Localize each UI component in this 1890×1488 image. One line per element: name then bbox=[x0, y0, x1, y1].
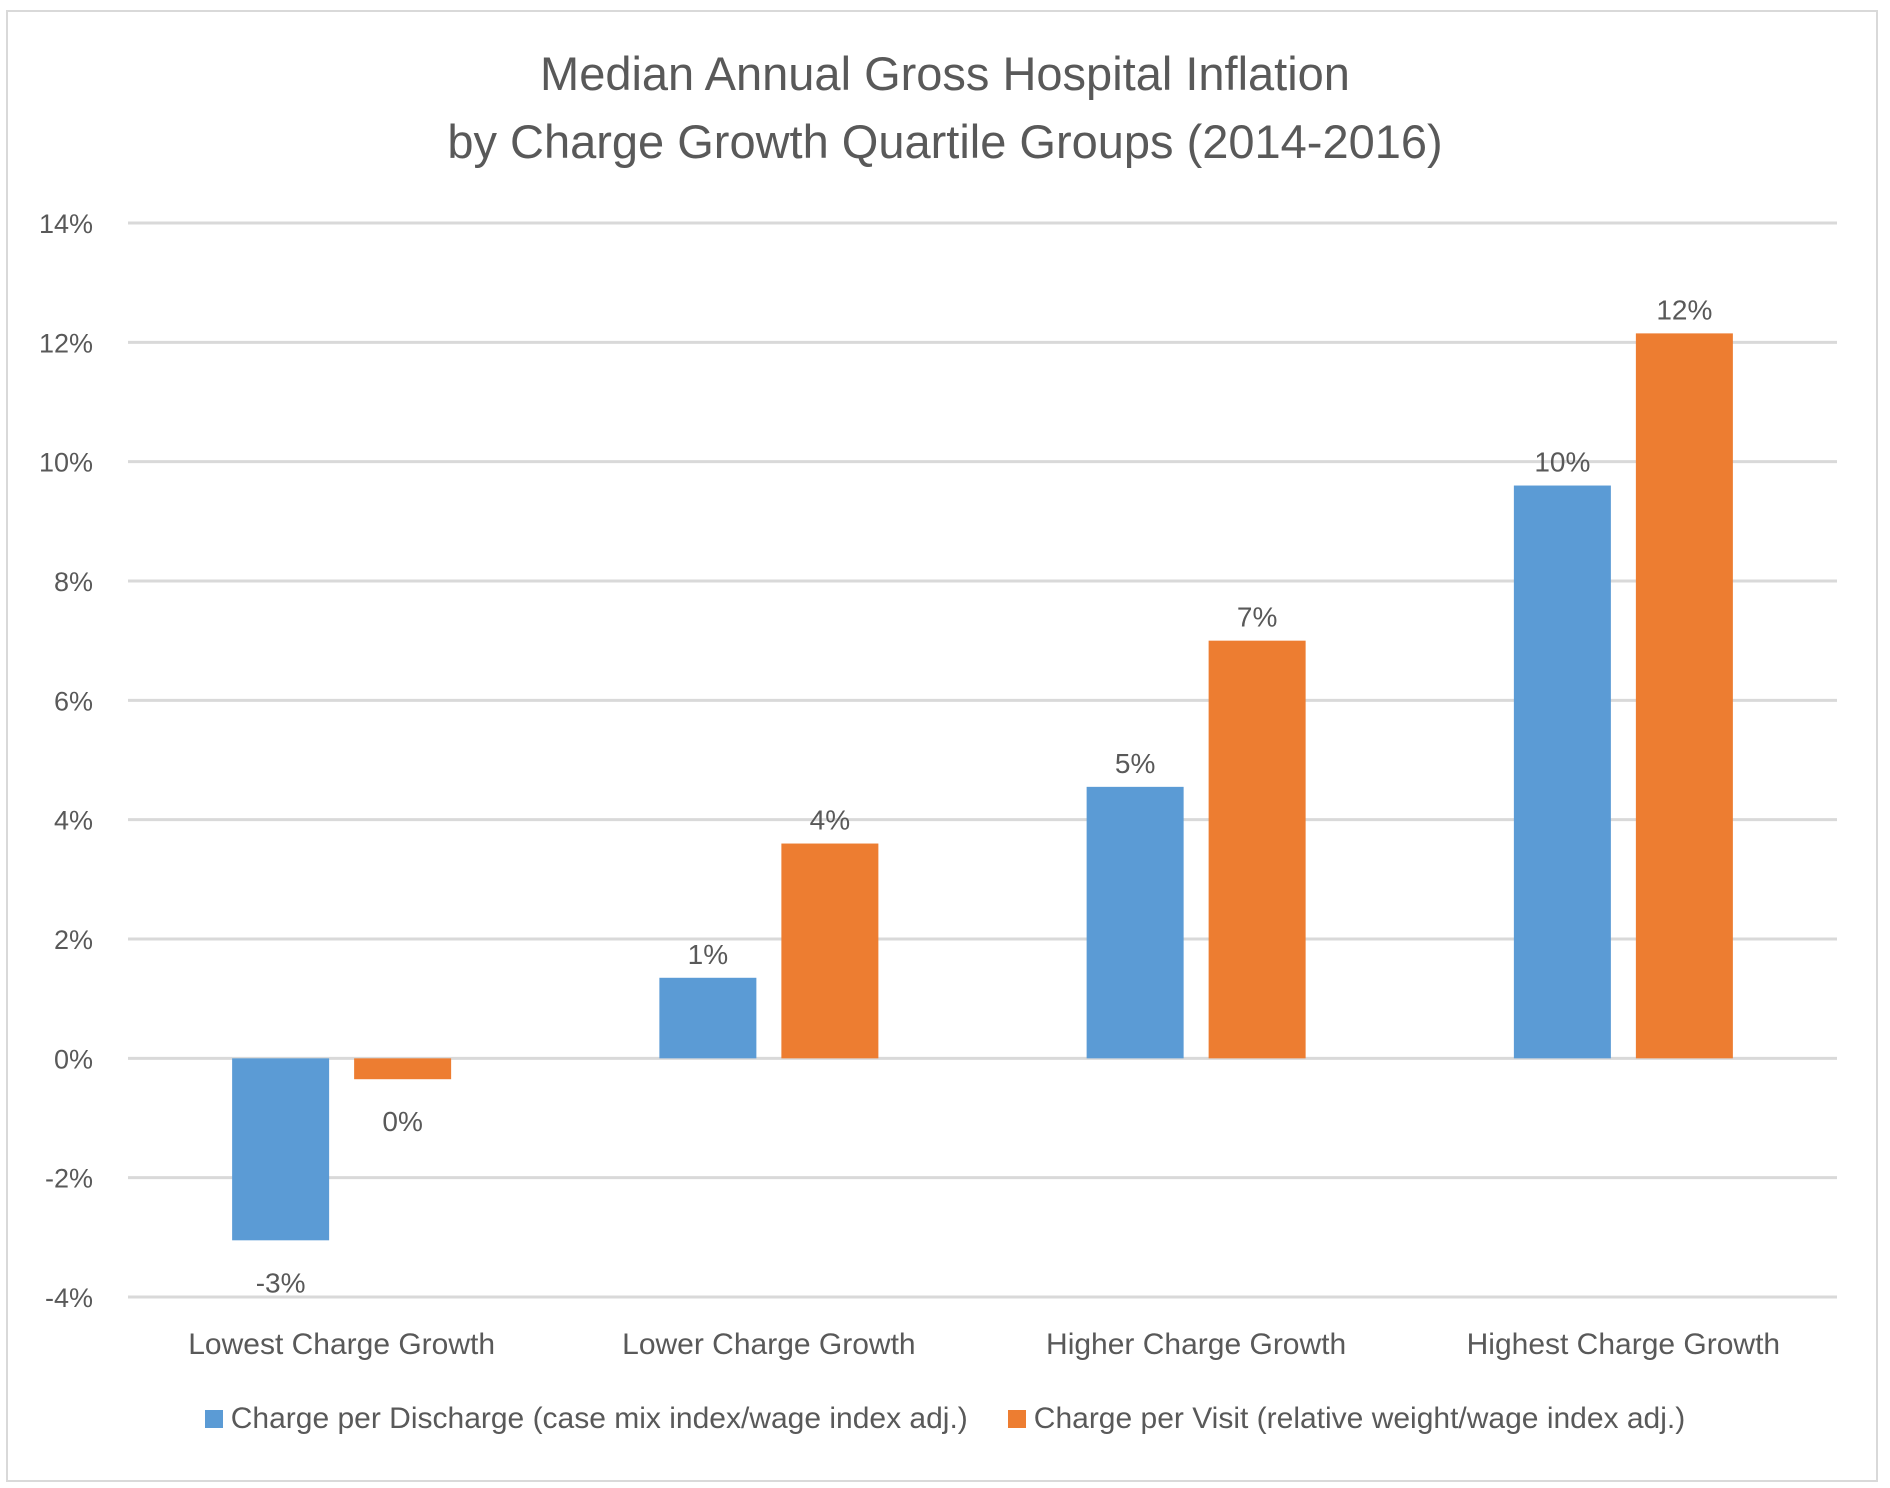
bar-discharge bbox=[232, 1058, 330, 1241]
y-tick-label: 0% bbox=[54, 1044, 93, 1074]
y-tick-label: 12% bbox=[39, 328, 93, 358]
x-tick-label: Lowest Charge Growth bbox=[188, 1328, 495, 1361]
legend-swatch-visit bbox=[1007, 1410, 1026, 1428]
bar-discharge bbox=[1513, 485, 1611, 1059]
chart-frame bbox=[6, 10, 1878, 1482]
x-tick-label: Higher Charge Growth bbox=[1046, 1328, 1346, 1361]
y-tick-label: 10% bbox=[39, 448, 93, 478]
y-tick-label: 14% bbox=[39, 209, 93, 239]
chart-title-line-2: by Charge Growth Quartile Groups (2014-2… bbox=[447, 115, 1443, 168]
data-label: 10% bbox=[1534, 447, 1590, 478]
data-label: 7% bbox=[1237, 602, 1277, 633]
legend-item-discharge: Charge per Discharge (case mix index/wag… bbox=[204, 1402, 968, 1436]
data-label: 1% bbox=[688, 939, 728, 970]
legend-label-discharge: Charge per Discharge (case mix index/wag… bbox=[230, 1402, 968, 1435]
legend-label-visit: Charge per Visit (relative weight/wage i… bbox=[1033, 1402, 1686, 1435]
y-tick-label: 4% bbox=[54, 806, 93, 836]
bar-visit bbox=[1635, 333, 1733, 1059]
data-label: 5% bbox=[1115, 748, 1155, 779]
bar-visit bbox=[1208, 640, 1306, 1059]
data-label: 0% bbox=[382, 1106, 422, 1137]
legend: Charge per Discharge (case mix index/wag… bbox=[0, 1402, 1890, 1436]
legend-swatch-discharge bbox=[204, 1410, 223, 1428]
data-label: 4% bbox=[810, 805, 850, 836]
bar-discharge bbox=[1086, 786, 1184, 1059]
bar-discharge bbox=[659, 977, 757, 1059]
x-tick-label: Highest Charge Growth bbox=[1467, 1328, 1780, 1361]
y-tick-label: -2% bbox=[45, 1164, 93, 1194]
y-tick-label: -4% bbox=[45, 1283, 93, 1313]
bar-visit bbox=[781, 843, 879, 1059]
y-tick-label: 8% bbox=[54, 567, 93, 597]
x-tick-label: Lower Charge Growth bbox=[622, 1328, 915, 1361]
y-tick-label: 2% bbox=[54, 925, 93, 955]
chart-title-line-1: Median Annual Gross Hospital Inflation bbox=[540, 47, 1350, 100]
data-label: -3% bbox=[256, 1267, 306, 1298]
y-tick-label: 6% bbox=[54, 686, 93, 716]
legend-item-visit: Charge per Visit (relative weight/wage i… bbox=[1007, 1402, 1686, 1436]
bar-visit bbox=[354, 1058, 452, 1080]
data-label: 12% bbox=[1656, 294, 1712, 325]
